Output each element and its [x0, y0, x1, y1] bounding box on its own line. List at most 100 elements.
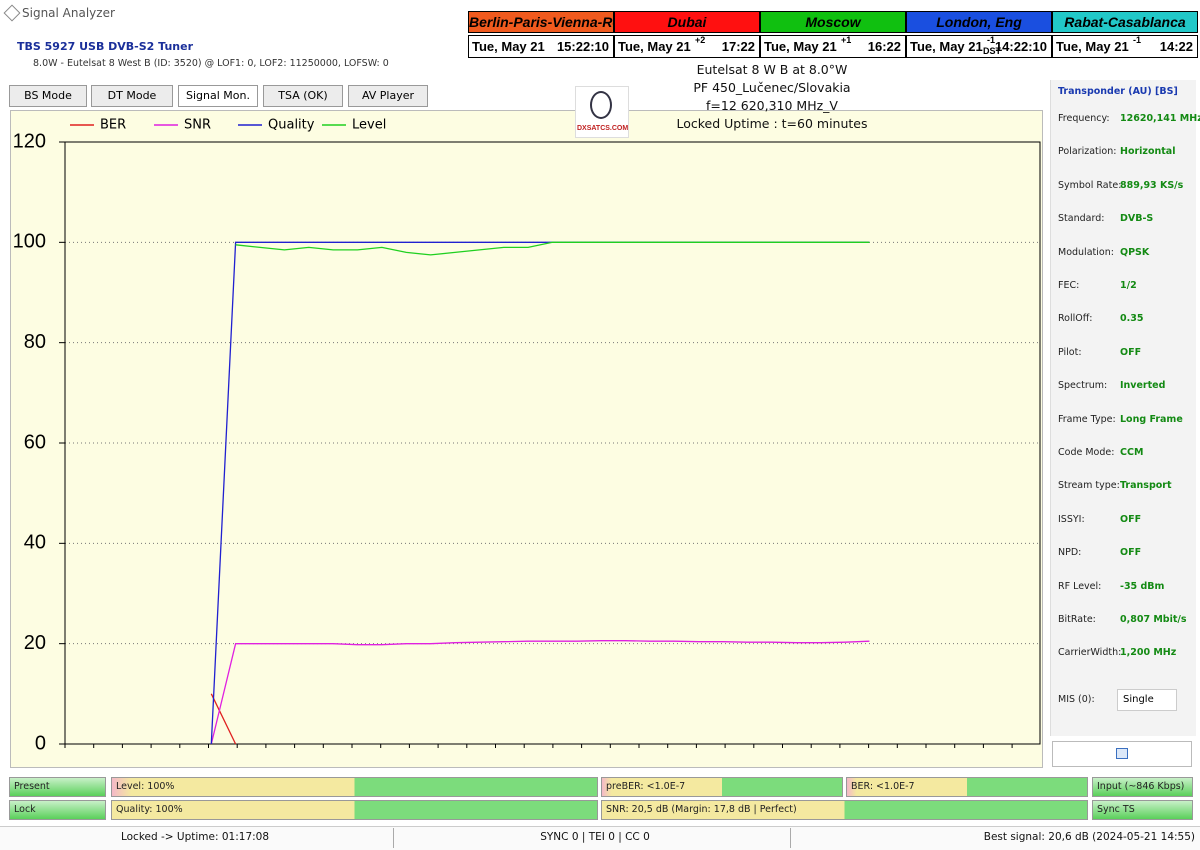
field-label: NPD: — [1058, 547, 1082, 559]
x-minor-ticks — [64, 744, 1013, 748]
field-label: FEC: — [1058, 280, 1080, 291]
clock-date: Tue, May 21 — [1056, 39, 1129, 54]
clock-offset: -1 — [1133, 35, 1142, 45]
field-value: 0,807 Mbit/s — [1120, 614, 1187, 625]
legend-label: SNR — [184, 118, 211, 133]
field-value: Inverted — [1120, 380, 1166, 392]
status-indicator: preBER: <1.0E-7 — [601, 777, 843, 797]
field-label: Spectrum: — [1058, 380, 1108, 392]
clock-time: 16:22 — [867, 39, 901, 54]
side-panel — [1050, 80, 1196, 736]
footer-text: Locked -> Uptime: 01:17:08 — [120, 831, 270, 843]
field-value: DVB-S — [1120, 213, 1154, 225]
y-tick-label: 100 — [13, 231, 46, 253]
button-icon — [1116, 748, 1128, 759]
chart-box — [10, 110, 1043, 768]
field-value: Transport — [1120, 480, 1172, 492]
series-line — [210, 640, 870, 745]
footer-sep — [790, 828, 791, 848]
device-info: 8.0W - Eutelsat 8 West B (ID: 3520) @ LO… — [33, 58, 389, 69]
y-tick-label: 0 — [35, 732, 46, 754]
status-indicator: SNR: 20,5 dB (Margin: 17,8 dB | Perfect) — [601, 800, 1088, 820]
clock-city: Moscow — [760, 11, 906, 33]
status-indicator: Quality: 100% — [111, 800, 598, 820]
clock-city: Rabat-Casablanca — [1052, 11, 1198, 33]
field-label: BitRate: — [1058, 614, 1096, 625]
clock-offset: +1 — [841, 35, 852, 45]
mis-select[interactable]: Single — [1117, 689, 1177, 711]
panel-title: Transponder (AU) [BS] — [1058, 86, 1178, 97]
y-tick-label: 60 — [24, 431, 46, 453]
device-name: TBS 5927 USB DVB-S2 Tuner — [17, 40, 193, 53]
field-value: 889,93 KS/s — [1120, 179, 1184, 191]
footer-sep — [393, 828, 394, 848]
footer-text: SYNC 0 | TEI 0 | CC 0 — [540, 831, 650, 843]
clock-time: 15:22:10 — [556, 39, 609, 54]
clock-city: London, Eng — [906, 11, 1052, 33]
y-tick-label: 80 — [24, 331, 46, 353]
footer-bar — [0, 826, 1200, 850]
tab[interactable]: TSA (OK) — [263, 85, 343, 107]
clock-time: 14:22:10 — [994, 39, 1047, 54]
logo: DXSATCS.COM — [575, 86, 629, 138]
window-title: Signal Analyzer — [22, 6, 115, 20]
clock-note: DST — [983, 46, 1001, 56]
clock-time: 17:22 — [721, 39, 755, 54]
clock-date: Tue, May 21 — [910, 39, 983, 54]
legend-label: BER — [100, 118, 126, 133]
status-indicator: Level: 100% — [111, 777, 598, 797]
legend-label: Quality — [268, 118, 315, 133]
footer-text: Best signal: 20,6 dB (2024-05-21 14:55) — [983, 831, 1195, 843]
field-label: CarrierWidth: — [1058, 647, 1122, 659]
field-value: OFF — [1120, 513, 1142, 525]
series-line — [210, 693, 237, 745]
field-value: -35 dBm — [1120, 580, 1165, 592]
clock-time: 14:22 — [1159, 39, 1193, 54]
field-label: RF Level: — [1058, 580, 1102, 592]
overlay-text: Locked Uptime : t=60 minutes — [676, 116, 868, 131]
overlay-text: Eutelsat 8 W B at 8.0°W — [696, 62, 848, 77]
clock-box: Tue, May 21 14:22 -1 — [1052, 35, 1198, 58]
status-indicator: Present — [9, 777, 106, 797]
field-value: Long Frame — [1120, 413, 1183, 425]
overlay-text: PF 450_Lučenec/Slovakia — [693, 80, 851, 95]
field-value: OFF — [1120, 547, 1142, 559]
field-value: 12620,141 MHz — [1120, 113, 1200, 124]
clock-offset: -1 — [987, 35, 996, 45]
field-label: Pilot: — [1058, 346, 1082, 358]
field-value: OFF — [1120, 346, 1142, 358]
series-line — [210, 241, 870, 745]
tab[interactable]: BS Mode — [9, 85, 87, 107]
status-indicator: Sync TS — [1092, 800, 1193, 820]
clock-box: Tue, May 21 17:22 +2 — [614, 35, 760, 58]
clock-box: Tue, May 21 14:22:10 -1 DST — [906, 35, 1052, 58]
field-label: Stream type: — [1058, 480, 1120, 492]
field-label: Frame Type: — [1058, 413, 1116, 425]
status-indicator: Lock — [9, 800, 106, 820]
clock-date: Tue, May 21 — [764, 39, 837, 54]
y-tick-label: 40 — [24, 532, 46, 554]
field-label: ISSYI: — [1058, 513, 1085, 525]
clock-date: Tue, May 21 — [472, 39, 545, 54]
field-value: QPSK — [1120, 246, 1150, 258]
overlay-text: f=12 620,310 MHz_V — [706, 98, 838, 113]
field-value: Horizontal — [1120, 146, 1176, 158]
field-label: Frequency: — [1058, 113, 1110, 124]
status-indicator: Input (~846 Kbps) — [1092, 777, 1193, 797]
logo-text: DXSATCS.COM — [577, 125, 629, 132]
status-indicator: BER: <1.0E-7 — [846, 777, 1088, 797]
clock-city: Dubai — [614, 11, 760, 33]
clock-offset: +2 — [695, 35, 706, 45]
field-value: 1/2 — [1120, 280, 1137, 291]
field-value: CCM — [1120, 447, 1144, 458]
tab[interactable]: AV Player — [348, 85, 428, 107]
logo-dish — [590, 91, 612, 119]
clock-date: Tue, May 21 — [618, 39, 691, 54]
tab[interactable]: Signal Mon. — [178, 85, 258, 107]
field-label: RollOff: — [1058, 313, 1093, 325]
field-label: Standard: — [1058, 213, 1105, 225]
series-line — [235, 241, 870, 256]
tab[interactable]: DT Mode — [91, 85, 173, 107]
